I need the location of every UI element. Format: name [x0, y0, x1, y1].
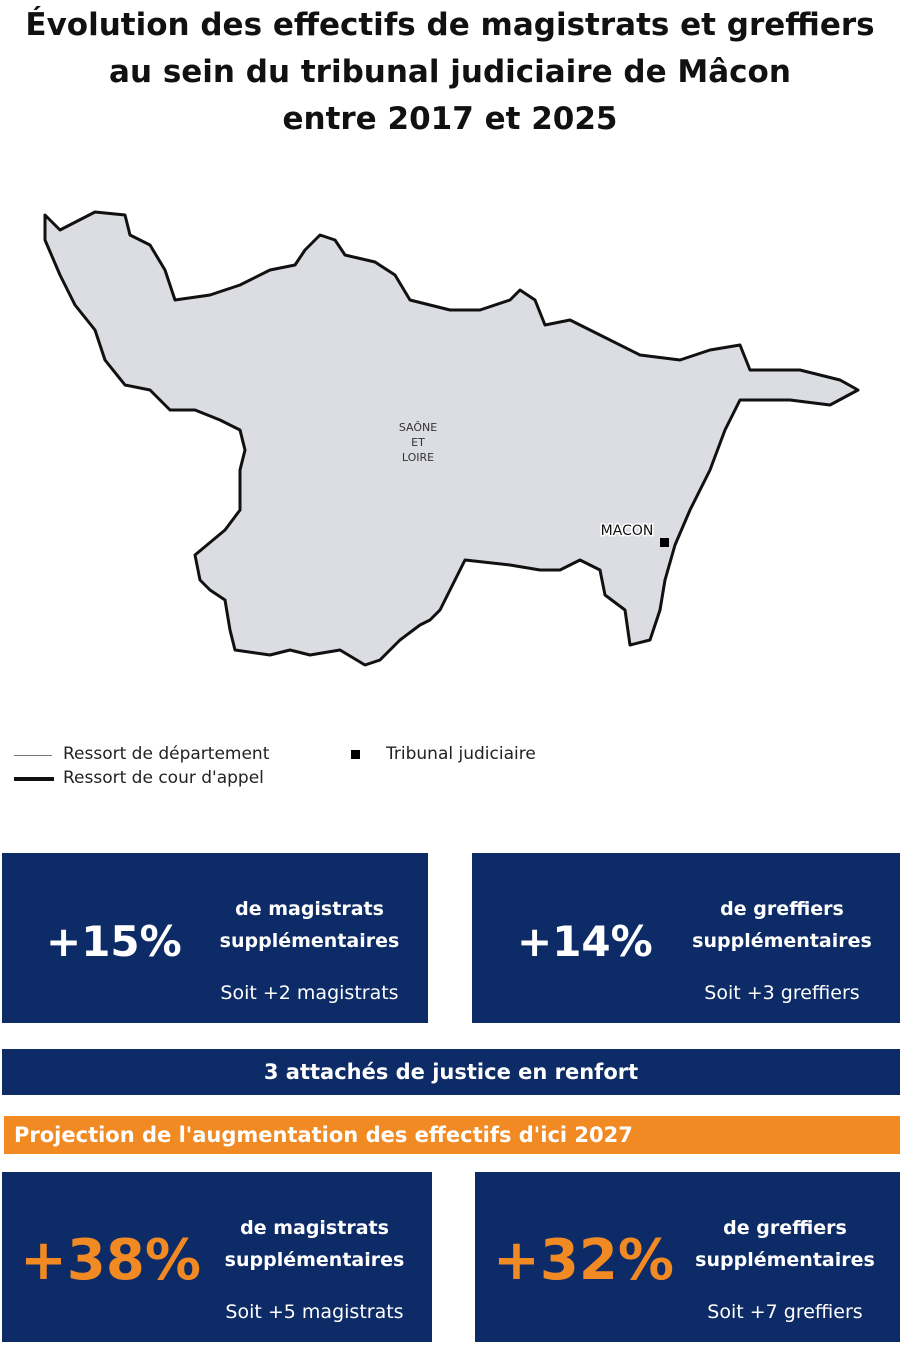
stat-card-greffiers-2025: +14% de greffiers supplémentaires Soit +3… [472, 853, 900, 1023]
attaches-banner: 3 attachés de justice en renfort [2, 1049, 900, 1095]
stat-card-magistrats-2027: +38% de magistrats supplémentaires Soit +… [2, 1172, 432, 1342]
stat-card-magistrats-2025: +15% de magistrats supplémentaires Soit +… [2, 853, 428, 1023]
city-label: MACON [601, 523, 654, 539]
department-label: ET [411, 436, 425, 449]
department-map: SAÔNE ET LOIRE MACON [43, 210, 860, 667]
tribunal-marker [660, 538, 669, 547]
tribunal-square-icon [351, 750, 360, 759]
court-line-icon [14, 777, 54, 781]
stat-card-greffiers-2027: +32% de greffiers supplémentaires Soit +7… [475, 1172, 900, 1342]
department-line-icon [14, 755, 52, 756]
projection-header: Projection de l'augmentation des effecti… [4, 1116, 900, 1154]
saone-et-loire-outline [43, 210, 860, 667]
department-label: LOIRE [402, 451, 434, 464]
department-label: SAÔNE [399, 421, 437, 434]
page-title: Évolution des effectifs de magistrats et… [25, 7, 875, 137]
